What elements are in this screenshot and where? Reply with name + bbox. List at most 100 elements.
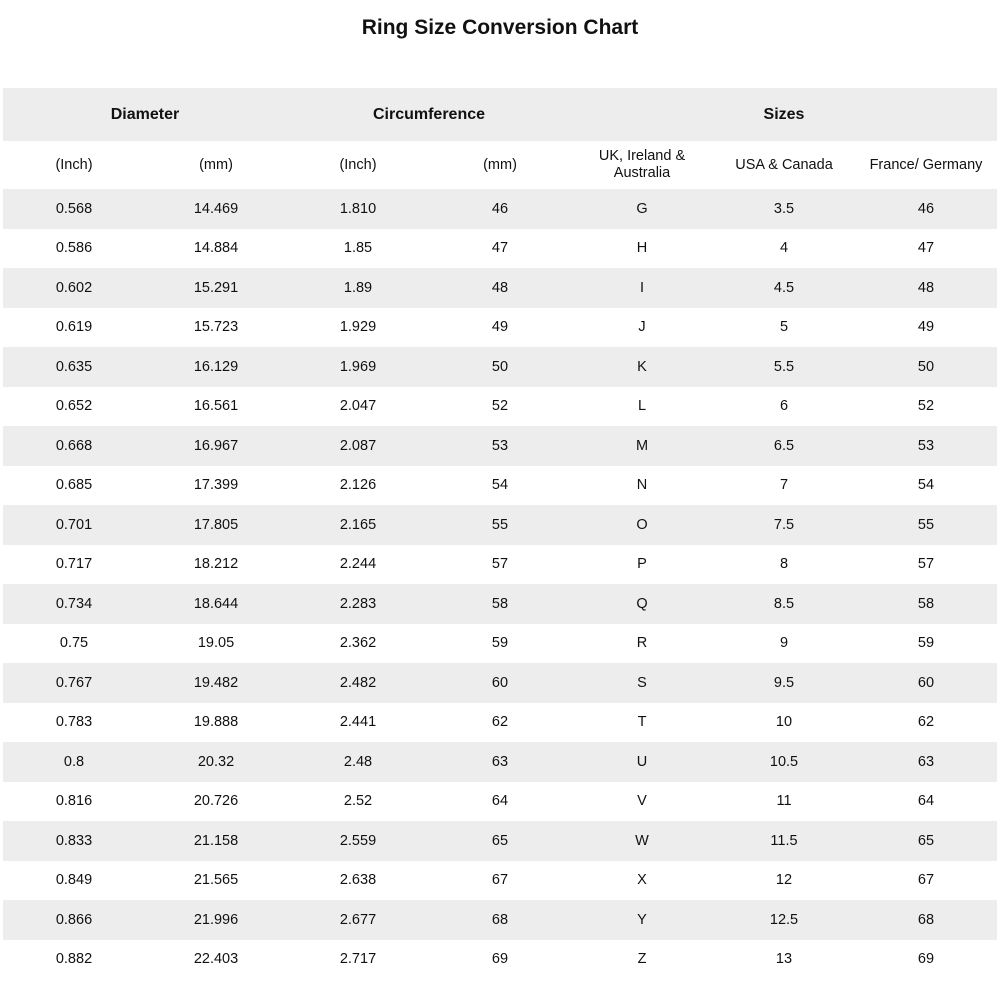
cell-diameter-mm: 15.291 xyxy=(193,279,239,296)
cell-circumference-inch: 2.087 xyxy=(339,437,377,454)
cell-eu-size: 55 xyxy=(917,516,935,533)
sub-header-row: (Inch) (mm) (Inch) (mm) UK, Ireland & Au… xyxy=(3,141,997,189)
cell-usa-size: 12 xyxy=(775,872,793,889)
cell-usa-size: 4.5 xyxy=(773,279,795,296)
cell-usa-size: 6.5 xyxy=(773,437,795,454)
table-row: 0.668 16.967 2.087 53 M 6.5 53 xyxy=(3,426,997,466)
table-row: 0.717 18.212 2.244 57 P 8 57 xyxy=(3,545,997,585)
cell-circumference-mm: 53 xyxy=(491,437,509,454)
cell-circumference-inch: 1.810 xyxy=(339,200,377,217)
cell-circumference-mm: 50 xyxy=(491,358,509,375)
cell-usa-size: 5.5 xyxy=(773,358,795,375)
cell-usa-size: 9.5 xyxy=(773,674,795,691)
cell-uk-size: S xyxy=(637,674,647,691)
cell-uk-size: T xyxy=(637,714,647,731)
cell-circumference-inch: 2.283 xyxy=(339,595,377,612)
cell-diameter-mm: 20.32 xyxy=(197,753,235,770)
cell-uk-size: K xyxy=(637,358,647,375)
cell-circumference-mm: 49 xyxy=(491,319,509,336)
subheader-circumference-mm: (mm) xyxy=(483,156,517,173)
cell-eu-size: 54 xyxy=(917,477,935,494)
cell-diameter-inch: 0.701 xyxy=(55,516,93,533)
cell-circumference-inch: 1.969 xyxy=(339,358,377,375)
cell-diameter-mm: 21.158 xyxy=(193,832,239,849)
cell-uk-size: W xyxy=(635,832,649,849)
cell-usa-size: 11 xyxy=(776,793,792,810)
cell-circumference-mm: 62 xyxy=(491,714,509,731)
cell-usa-size: 8 xyxy=(779,556,789,573)
cell-eu-size: 53 xyxy=(917,437,935,454)
cell-uk-size: O xyxy=(636,516,648,533)
cell-usa-size: 5 xyxy=(779,319,789,336)
cell-diameter-inch: 0.602 xyxy=(55,279,93,296)
cell-usa-size: 7.5 xyxy=(773,516,795,533)
cell-circumference-inch: 2.362 xyxy=(339,635,377,652)
cell-circumference-mm: 59 xyxy=(491,635,509,652)
cell-diameter-inch: 0.717 xyxy=(55,556,93,573)
cell-circumference-inch: 2.559 xyxy=(339,832,377,849)
cell-circumference-mm: 60 xyxy=(491,674,509,691)
table-row: 0.685 17.399 2.126 54 N 7 54 xyxy=(3,466,997,506)
subheader-circumference-inch: (Inch) xyxy=(339,156,377,173)
table-row: 0.568 14.469 1.810 46 G 3.5 46 xyxy=(3,189,997,229)
cell-uk-size: G xyxy=(636,200,648,217)
cell-eu-size: 57 xyxy=(917,556,935,573)
cell-uk-size: H xyxy=(636,240,648,257)
cell-usa-size: 8.5 xyxy=(773,595,795,612)
cell-circumference-mm: 67 xyxy=(491,872,509,889)
cell-eu-size: 63 xyxy=(917,753,935,770)
cell-uk-size: M xyxy=(635,437,649,454)
cell-diameter-mm: 14.884 xyxy=(193,240,239,257)
cell-usa-size: 3.5 xyxy=(773,200,795,217)
cell-circumference-mm: 55 xyxy=(491,516,509,533)
cell-diameter-mm: 19.482 xyxy=(193,674,239,691)
cell-diameter-mm: 21.996 xyxy=(193,911,239,928)
cell-circumference-mm: 57 xyxy=(491,556,509,573)
cell-diameter-inch: 0.586 xyxy=(55,240,93,257)
table-row: 0.882 22.403 2.717 69 Z 13 69 xyxy=(3,940,997,980)
cell-usa-size: 11.5 xyxy=(770,832,798,849)
cell-diameter-mm: 19.888 xyxy=(193,714,239,731)
cell-diameter-mm: 17.399 xyxy=(193,477,239,494)
cell-circumference-mm: 58 xyxy=(491,595,509,612)
cell-uk-size: U xyxy=(636,753,648,770)
cell-eu-size: 67 xyxy=(917,872,935,889)
cell-eu-size: 46 xyxy=(917,200,935,217)
cell-usa-size: 13 xyxy=(775,951,793,968)
cell-diameter-inch: 0.685 xyxy=(55,477,93,494)
table-row: 0.866 21.996 2.677 68 Y 12.5 68 xyxy=(3,900,997,940)
subheader-diameter-inch: (Inch) xyxy=(55,156,93,173)
cell-diameter-inch: 0.783 xyxy=(55,714,93,731)
cell-eu-size: 52 xyxy=(917,398,935,415)
cell-circumference-inch: 1.89 xyxy=(343,279,373,296)
cell-diameter-inch: 0.866 xyxy=(55,911,93,928)
cell-diameter-mm: 22.403 xyxy=(193,951,239,968)
page-title: Ring Size Conversion Chart xyxy=(361,16,639,39)
cell-eu-size: 62 xyxy=(917,714,935,731)
cell-usa-size: 4 xyxy=(779,240,789,257)
cell-diameter-inch: 0.635 xyxy=(55,358,93,375)
cell-circumference-inch: 2.638 xyxy=(339,872,377,889)
group-header-row: Diameter Circumference Sizes xyxy=(3,88,997,141)
table-row: 0.734 18.644 2.283 58 Q 8.5 58 xyxy=(3,584,997,624)
cell-circumference-mm: 47 xyxy=(491,240,509,257)
subheader-eu-size: France/ Germany xyxy=(869,156,983,173)
cell-diameter-inch: 0.75 xyxy=(59,635,89,652)
cell-circumference-mm: 54 xyxy=(491,477,509,494)
cell-circumference-inch: 2.52 xyxy=(343,793,373,810)
cell-usa-size: 10 xyxy=(775,714,793,731)
cell-circumference-mm: 69 xyxy=(491,951,509,968)
cell-circumference-mm: 63 xyxy=(491,753,509,770)
cell-diameter-inch: 0.767 xyxy=(55,674,93,691)
cell-circumference-mm: 52 xyxy=(491,398,509,415)
cell-diameter-inch: 0.816 xyxy=(55,793,93,810)
cell-circumference-inch: 2.48 xyxy=(343,753,373,770)
cell-circumference-inch: 2.244 xyxy=(339,556,377,573)
cell-usa-size: 10.5 xyxy=(769,753,799,770)
table-row: 0.833 21.158 2.559 65 W 11.5 65 xyxy=(3,821,997,861)
cell-eu-size: 69 xyxy=(917,951,935,968)
cell-diameter-mm: 18.644 xyxy=(193,595,239,612)
cell-diameter-inch: 0.652 xyxy=(55,398,93,415)
cell-diameter-inch: 0.734 xyxy=(55,595,93,612)
cell-eu-size: 60 xyxy=(917,674,935,691)
